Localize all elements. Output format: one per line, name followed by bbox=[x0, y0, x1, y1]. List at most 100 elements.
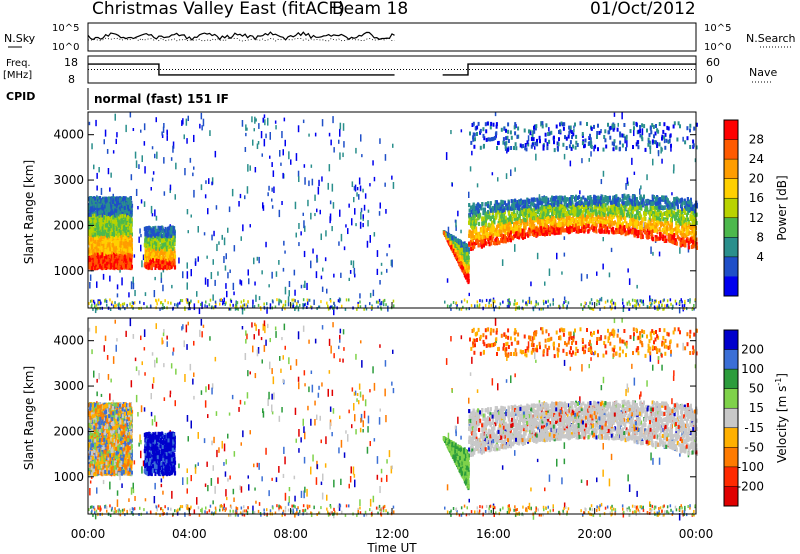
radar-echo bbox=[252, 300, 254, 305]
radar-echo bbox=[508, 305, 510, 308]
radar-echo bbox=[265, 242, 267, 247]
radar-echo bbox=[270, 303, 272, 306]
radar-echo bbox=[621, 112, 623, 119]
radar-echo bbox=[115, 212, 117, 216]
radar-echo bbox=[200, 303, 202, 306]
radar-echo bbox=[241, 236, 243, 241]
radar-echo bbox=[611, 299, 613, 302]
radar-echo bbox=[150, 234, 152, 238]
radar-echo bbox=[139, 301, 141, 304]
radar-echo bbox=[314, 195, 316, 201]
radar-echo bbox=[192, 173, 194, 177]
radar-echo bbox=[88, 265, 90, 269]
radar-echo bbox=[116, 204, 118, 208]
radar-echo bbox=[304, 164, 306, 168]
radar-echo bbox=[129, 240, 131, 244]
radar-echo bbox=[673, 170, 675, 174]
radar-echo bbox=[247, 300, 249, 303]
radar-echo bbox=[190, 300, 192, 303]
radar-echo bbox=[667, 299, 669, 302]
radar-echo bbox=[234, 245, 236, 251]
radar-echo bbox=[284, 251, 286, 254]
radar-echo bbox=[367, 241, 369, 248]
radar-echo bbox=[187, 282, 189, 289]
radar-echo bbox=[255, 295, 257, 302]
radar-echo bbox=[148, 265, 150, 269]
radar-echo bbox=[98, 301, 100, 304]
radar-echo bbox=[332, 184, 334, 192]
radar-echo bbox=[117, 303, 119, 306]
radar-echo bbox=[232, 304, 234, 307]
radar-echo bbox=[154, 290, 156, 297]
radar-echo bbox=[517, 302, 519, 305]
radar-echo bbox=[101, 246, 103, 250]
radar-echo bbox=[264, 114, 266, 118]
radar-echo bbox=[88, 250, 90, 254]
radar-echo bbox=[508, 302, 510, 305]
radar-echo bbox=[131, 174, 133, 180]
radar-echo bbox=[347, 228, 349, 234]
radar-echo bbox=[379, 302, 381, 305]
radar-echo bbox=[89, 210, 91, 214]
radar-echo bbox=[169, 266, 171, 270]
radar-echo bbox=[289, 290, 291, 296]
radar-echo bbox=[122, 264, 124, 268]
radar-echo bbox=[374, 232, 376, 236]
radar-echo bbox=[492, 172, 494, 175]
radar-echo bbox=[170, 227, 172, 231]
radar-echo bbox=[477, 300, 479, 303]
radar-echo bbox=[97, 264, 99, 268]
radar-echo bbox=[115, 264, 117, 268]
radar-echo bbox=[386, 269, 388, 273]
radar-echo bbox=[122, 303, 124, 306]
radar-echo bbox=[602, 264, 604, 270]
radar-echo bbox=[130, 112, 132, 117]
radar-echo bbox=[187, 271, 189, 279]
radar-echo bbox=[328, 183, 330, 190]
radar-echo bbox=[135, 152, 137, 159]
radar-echo bbox=[282, 173, 284, 179]
radar-echo bbox=[661, 304, 663, 307]
radar-echo bbox=[98, 259, 100, 263]
radar-echo bbox=[149, 252, 151, 256]
radar-echo bbox=[136, 160, 138, 168]
radar-echo bbox=[482, 300, 484, 303]
radar-echo bbox=[96, 223, 98, 227]
radar-echo bbox=[216, 205, 218, 209]
radar-echo bbox=[262, 202, 264, 208]
radar-echo bbox=[359, 293, 361, 298]
power-scatter bbox=[88, 112, 698, 315]
radar-echo bbox=[385, 154, 387, 161]
radar-echo bbox=[636, 285, 638, 289]
radar-echo bbox=[271, 199, 273, 202]
radar-echo bbox=[320, 210, 322, 214]
radar-echo bbox=[326, 302, 328, 305]
radar-echo bbox=[101, 188, 103, 195]
radar-echo bbox=[300, 231, 302, 235]
radar-echo bbox=[93, 202, 95, 206]
radar-echo bbox=[325, 257, 327, 261]
radar-echo bbox=[549, 269, 551, 276]
radar-echo bbox=[307, 200, 309, 206]
radar-echo bbox=[253, 258, 255, 265]
radar-echo bbox=[111, 211, 113, 215]
radar-echo bbox=[107, 233, 109, 237]
radar-echo bbox=[232, 189, 234, 196]
radar-echo bbox=[92, 263, 94, 267]
radar-echo bbox=[115, 304, 117, 307]
radar-echo bbox=[161, 264, 163, 268]
radar-echo bbox=[154, 209, 156, 216]
radar-echo bbox=[352, 181, 354, 187]
radar-echo bbox=[166, 265, 168, 269]
radar-echo bbox=[131, 281, 133, 289]
radar-echo bbox=[600, 129, 602, 133]
radar-echo bbox=[194, 303, 196, 310]
radar-echo bbox=[611, 248, 613, 252]
radar-echo bbox=[288, 303, 290, 307]
radar-echo bbox=[154, 266, 156, 270]
radar-echo bbox=[94, 240, 96, 244]
radar-echo bbox=[106, 218, 108, 222]
radar-echo bbox=[121, 225, 123, 229]
radar-echo bbox=[558, 305, 560, 308]
radar-echo bbox=[525, 301, 527, 304]
